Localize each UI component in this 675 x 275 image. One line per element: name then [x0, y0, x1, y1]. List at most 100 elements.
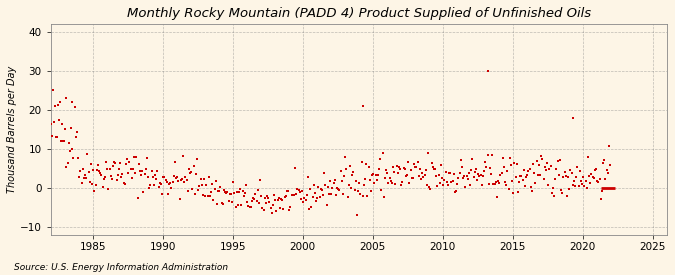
Point [323, 191, 334, 196]
Point [552, 159, 563, 164]
Point [336, 179, 347, 183]
Point [292, 187, 303, 191]
Point [195, 177, 206, 181]
Point [200, 194, 211, 199]
Point [169, 160, 180, 164]
Point [80, 173, 90, 177]
Point [221, 191, 232, 195]
Point [117, 172, 128, 176]
Point [187, 187, 198, 191]
Point [252, 188, 263, 192]
Point [112, 173, 123, 177]
Point [205, 194, 215, 198]
Point [296, 197, 306, 202]
Point [435, 181, 446, 186]
Point [73, 156, 84, 160]
Point [523, 169, 534, 173]
Point [367, 173, 377, 177]
Point [209, 187, 220, 192]
Point [443, 183, 454, 187]
Point [201, 183, 212, 187]
Point [514, 180, 524, 184]
Point [411, 165, 422, 169]
Point [530, 181, 541, 186]
Point [288, 192, 299, 197]
Point [61, 164, 72, 169]
Point [402, 173, 412, 177]
Point [475, 173, 486, 177]
Point [491, 195, 502, 199]
Point [327, 186, 338, 190]
Point [155, 182, 166, 186]
Point [78, 176, 89, 180]
Point [437, 175, 448, 180]
Point [544, 167, 555, 172]
Point [192, 156, 202, 161]
Point [113, 167, 124, 171]
Point [562, 194, 572, 199]
Point [262, 194, 273, 198]
Point [429, 167, 439, 171]
Point [583, 155, 593, 159]
Point [381, 167, 392, 172]
Y-axis label: Thousand Barrels per Day: Thousand Barrels per Day [7, 66, 17, 193]
Point [70, 135, 81, 139]
Point [111, 178, 122, 183]
Point [263, 196, 273, 200]
Point [306, 205, 317, 209]
Point [349, 188, 360, 192]
Point [134, 162, 144, 166]
Point [301, 192, 312, 197]
Point [310, 190, 321, 195]
Point [243, 204, 254, 208]
Point [602, 171, 613, 175]
Point [97, 185, 108, 189]
Point [481, 164, 492, 169]
Point [142, 175, 153, 179]
Point [109, 160, 119, 164]
Point [497, 156, 508, 160]
Point [228, 180, 239, 184]
Point [396, 183, 406, 187]
Point [462, 177, 473, 182]
Point [240, 191, 250, 195]
Point [518, 168, 529, 172]
Point [74, 175, 84, 180]
Point [136, 173, 146, 177]
Point [275, 197, 286, 202]
Point [433, 173, 444, 177]
Point [232, 203, 243, 208]
Point [376, 187, 387, 192]
Point [261, 201, 271, 205]
Point [115, 160, 126, 165]
Point [334, 188, 345, 192]
Point [267, 203, 278, 207]
Point [487, 153, 497, 157]
Point [331, 186, 342, 190]
Point [506, 162, 516, 167]
Point [279, 195, 290, 200]
Point [390, 182, 401, 186]
Point [517, 178, 528, 183]
Point [103, 187, 114, 192]
Point [208, 198, 219, 203]
Point [99, 177, 109, 182]
Point [160, 178, 171, 182]
Point [86, 182, 97, 186]
Point [59, 139, 70, 144]
Point [576, 179, 587, 183]
Point [275, 205, 286, 210]
Point [347, 173, 358, 177]
Point [171, 176, 182, 180]
Point [450, 190, 460, 194]
Point [516, 174, 527, 178]
Point [508, 191, 518, 195]
Point [403, 160, 414, 164]
Point [389, 170, 400, 174]
Title: Monthly Rocky Mountain (PADD 4) Product Supplied of Unfinished Oils: Monthly Rocky Mountain (PADD 4) Product … [127, 7, 591, 20]
Point [375, 156, 385, 161]
Point [538, 176, 549, 181]
Point [400, 174, 411, 178]
Point [206, 190, 217, 195]
Point [510, 175, 521, 179]
